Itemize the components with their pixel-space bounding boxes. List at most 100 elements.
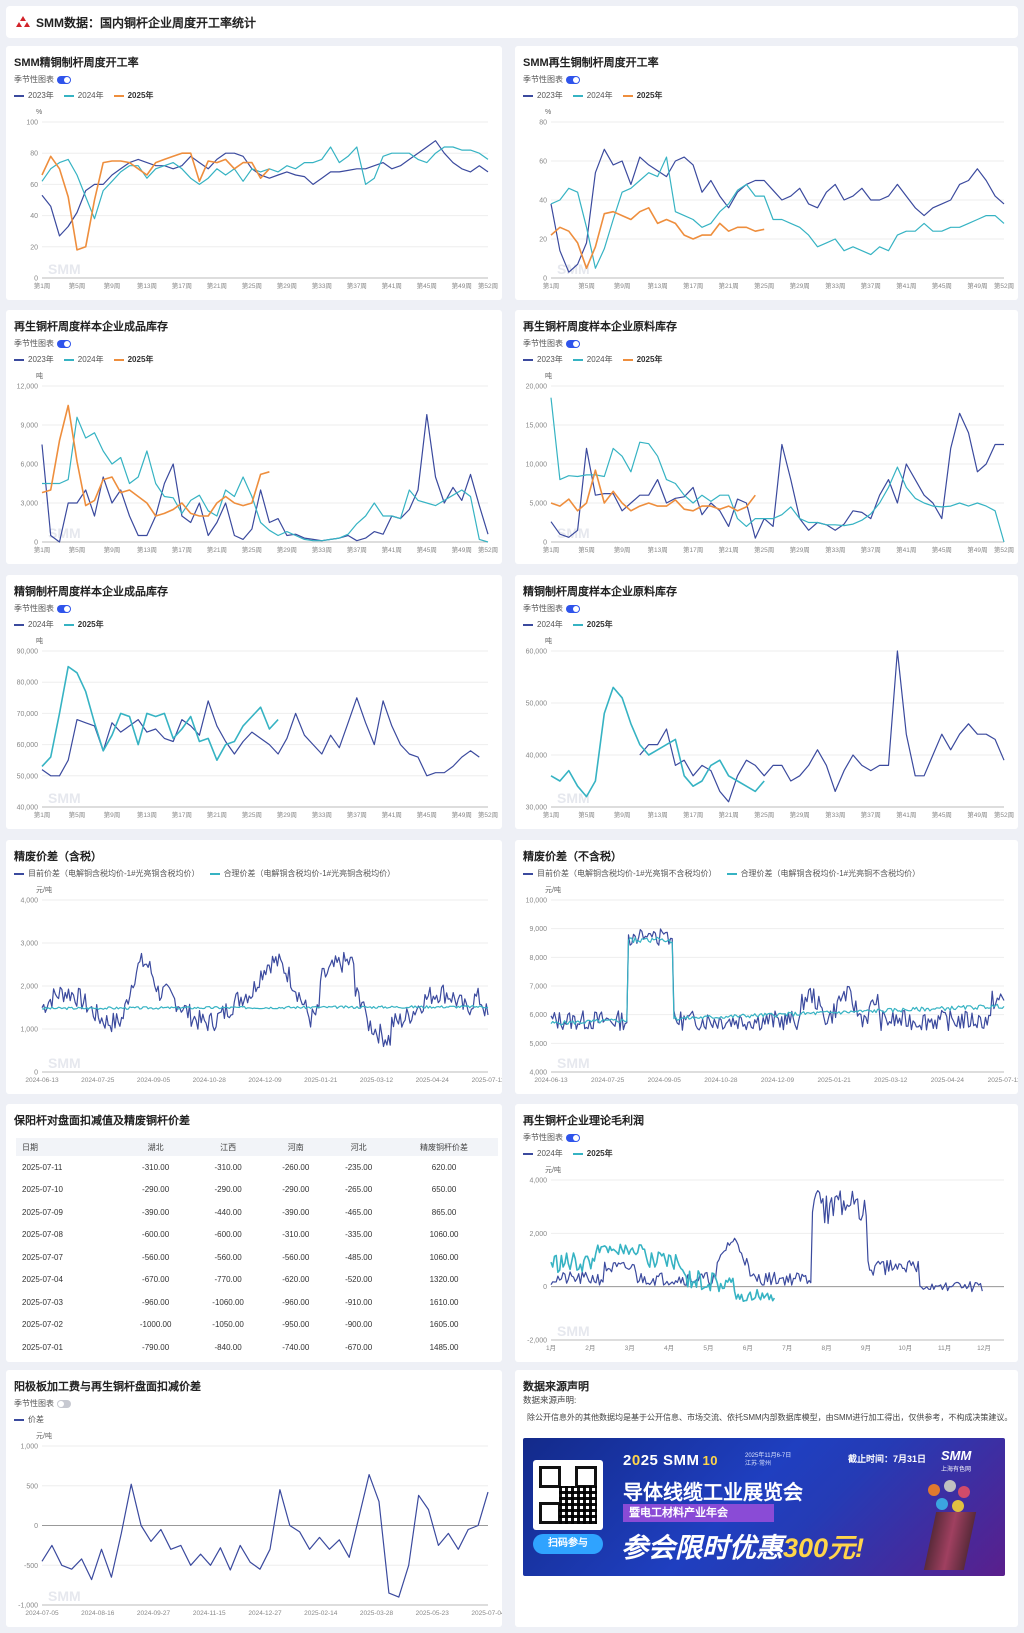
legend-item[interactable]: 2024年 [523,619,563,630]
x-tick-label: 2024-07-25 [591,1077,625,1084]
series-line-1[interactable] [550,397,1005,543]
series-line-0[interactable] [550,1189,983,1293]
toggle-switch-icon[interactable] [57,604,71,613]
legend-label: 2025年 [586,620,613,629]
legend-item[interactable]: 2025年 [113,354,153,365]
legend-item[interactable]: 目前价差（电解铜含税均价-1#光亮铜含税均价） [14,868,200,879]
toggle-switch-icon[interactable] [566,1133,580,1142]
table-cell: 2025-07-09 [22,1207,63,1217]
x-tick-label: 第13周 [647,545,667,554]
x-tick-label: 第41周 [896,545,916,554]
series-line-1[interactable] [550,1243,776,1302]
toggle-switch-icon[interactable] [57,75,71,84]
toggle-switch-icon[interactable] [57,339,71,348]
series-line-2[interactable] [550,469,756,512]
toggle-switch-icon[interactable] [566,604,580,613]
legend-item[interactable]: 2024年 [63,354,104,365]
x-tick-label: 第29周 [790,545,810,554]
legend-item[interactable]: 2024年 [523,1148,563,1159]
legend-label: 2023年 [28,355,54,364]
table-cell: -310.00 [282,1230,310,1240]
series-line-1[interactable] [42,416,489,543]
x-tick-label: 第21周 [207,281,227,290]
legend-item[interactable]: 2025年 [113,90,153,101]
series-line-2[interactable] [550,207,765,270]
c2-seasonal-toggle[interactable]: 季节性图表 [523,74,580,85]
banner-logo-sub: 上海有色网 [941,1467,972,1473]
series-line-0[interactable] [41,697,480,777]
legend-item[interactable]: 合理价差（电解铜含税均价-1#光亮铜不含税均价） [726,868,920,879]
c7-title: 精废价差（含税） [14,851,102,863]
toggle-switch-icon[interactable] [566,75,580,84]
legend-item[interactable]: 2023年 [523,90,563,101]
legend-item[interactable]: 2025年 [572,1148,613,1159]
c11-seasonal-toggle[interactable]: 季节性图表 [14,1398,71,1409]
legend-item[interactable]: 2025年 [622,90,662,101]
y-tick-label: 9,000 [529,926,547,933]
series-line-0[interactable] [41,1473,489,1598]
c5-seasonal-toggle[interactable]: 季节性图表 [14,603,71,614]
legend-label: 目前价差（电解铜含税均价-1#光亮铜含税均价） [28,869,200,878]
legend-item[interactable]: 合理价差（电解铜含税均价-1#光亮铜含税均价） [209,868,395,879]
series-line-0[interactable] [41,413,489,543]
c3-seasonal-toggle[interactable]: 季节性图表 [14,338,71,349]
c4-seasonal-toggle[interactable]: 季节性图表 [523,338,580,349]
c1-seasonal-toggle[interactable]: 季节性图表 [14,74,71,85]
x-tick-label: 第45周 [932,545,952,554]
legend-item[interactable]: 2024年 [63,90,104,101]
y-tick-label: 60,000 [526,649,548,656]
series-line-2[interactable] [41,404,270,517]
series-line-0[interactable] [41,140,489,237]
series-line-1[interactable] [550,686,765,798]
series-line-0[interactable] [550,148,1005,273]
y-tick-label: 40 [30,213,38,220]
y-tick-label: 50,000 [526,701,548,708]
x-tick-label: 第13周 [647,810,667,819]
series-line-1[interactable] [41,1004,489,1011]
legend-item[interactable]: 2024年 [14,619,54,630]
expo-banner[interactable]: 扫码参与 2025 SMM 10 2025年11月6-7日 江苏·常州 截止时间：7… [523,1438,1005,1576]
legend-item[interactable]: 2023年 [14,90,54,101]
smm-logo-icon [16,16,30,27]
legend-label: 2024年 [586,91,613,100]
legend-item[interactable]: 2024年 [572,90,613,101]
toggle-switch-icon[interactable] [566,339,580,348]
table-cell: 2025-07-01 [22,1342,63,1352]
y-tick-label: 4,000 [20,898,38,905]
watermark: SMM [48,1588,81,1604]
c10-seasonal-toggle[interactable]: 季节性图表 [523,1132,580,1143]
c3-legend: 2023年 2024年 2025年 [14,354,153,365]
x-tick-label: 2月 [585,1344,595,1352]
series-line-0[interactable] [550,928,1005,1031]
legend-label: 2025年 [586,1149,613,1158]
legend-swatch-icon [523,358,533,361]
y-tick-label: 80 [30,151,38,158]
series-line-0[interactable] [41,951,489,1048]
legend-item[interactable]: 2023年 [14,354,54,365]
series-line-0[interactable] [550,412,1004,539]
table-cell: 2025-07-03 [22,1297,63,1307]
legend-item[interactable]: 目前价差（电解铜含税均价-1#光亮铜不含税均价） [523,868,717,879]
legend-item[interactable]: 2024年 [572,354,613,365]
y-tick-label: 40,000 [17,805,39,812]
y-tick-label: 9,000 [20,423,38,430]
legend-item[interactable]: 2025年 [572,619,613,630]
series-line-0[interactable] [639,650,1005,803]
legend-swatch-icon [572,94,583,97]
table-cell: -850.00 [192,1359,264,1363]
series-line-1[interactable] [41,146,489,220]
series-line-1[interactable] [550,156,1005,269]
legend-item[interactable]: 2023年 [523,354,563,365]
series-line-2[interactable] [41,152,270,251]
series-line-1[interactable] [550,936,1005,1026]
legend-item[interactable]: 2025年 [622,354,662,365]
legend-item[interactable]: 价差 [14,1414,44,1425]
toggle-switch-icon[interactable] [57,1399,71,1408]
scan-button[interactable]: 扫码参与 [533,1534,603,1554]
x-tick-label: 第25周 [754,810,774,819]
c6-seasonal-toggle[interactable]: 季节性图表 [523,603,580,614]
qr-code-icon[interactable] [533,1460,603,1530]
x-tick-label: 第52周 [994,545,1014,554]
series-line-1[interactable] [41,665,279,767]
legend-item[interactable]: 2025年 [63,619,104,630]
